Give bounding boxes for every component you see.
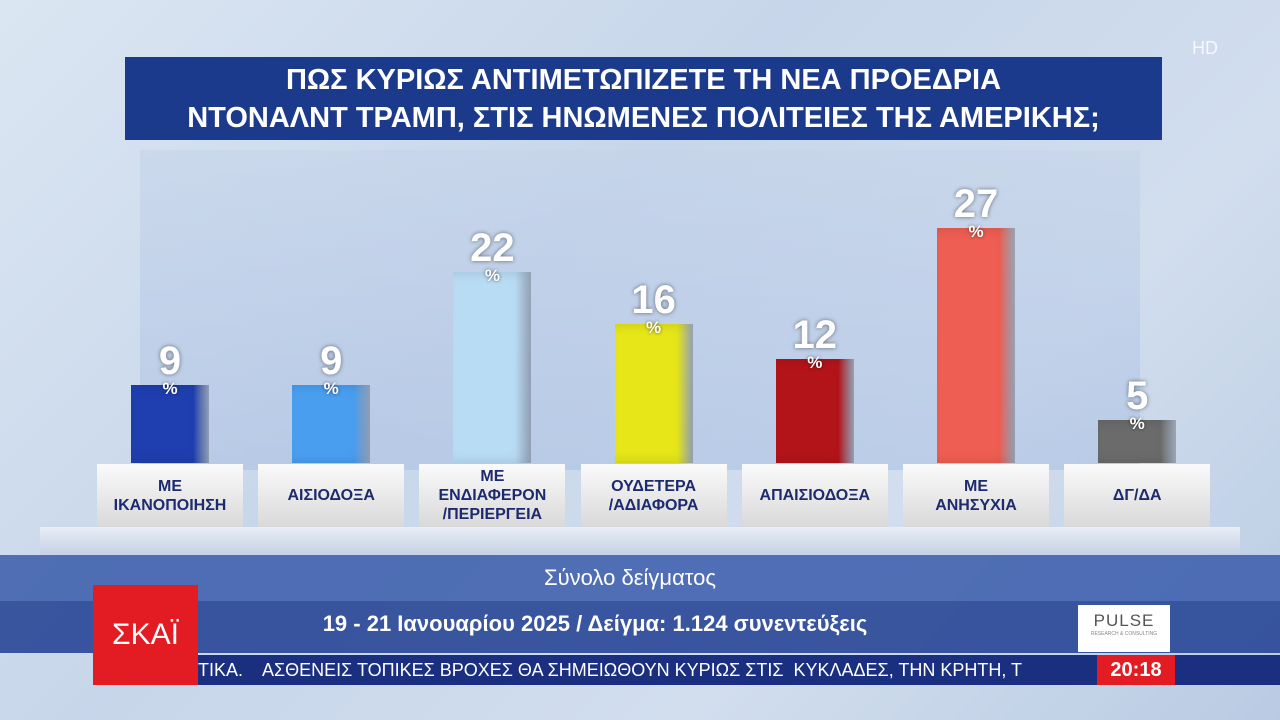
value-unit: % [484, 265, 500, 285]
sample-note: 19 - 21 Ιανουαρίου 2025 / Δείγμα: 1.124 … [322, 611, 868, 636]
chart-title: ΠΩΣ ΚΥΡΙΩΣ ΑΝΤΙΜΕΤΩΠΙΖΕΤΕ ΤΗ ΝΕΑ ΠΡΟΕΔΡΙ… [125, 57, 1162, 140]
value-unit: % [646, 317, 662, 337]
channel-logo: ΣΚΑΪ [93, 585, 198, 685]
value-unit: % [162, 378, 178, 398]
source-name: PULSE [1093, 611, 1155, 630]
bar [1098, 419, 1177, 463]
bar [614, 323, 693, 463]
category-label: ΜΕ ΕΝΔΙΑΦΕΡΟΝ /ΠΕΡΙΕΡΓΕΙΑ [419, 464, 566, 527]
source-tagline: RESEARCH & CONSULTING [1090, 631, 1158, 637]
value-label: 16 [631, 277, 676, 322]
value-unit: % [807, 352, 823, 372]
value-label: 9 [158, 338, 182, 383]
category-label: ΜΕ ΙΚΑΝΟΠΟΙΗΣΗ [97, 464, 243, 527]
value-label: 5 [1126, 373, 1149, 418]
value-label: 27 [953, 182, 999, 227]
category-label: ΜΕ ΑΝΗΣΥΧΙΑ [903, 464, 1049, 527]
bar [937, 228, 1015, 463]
bar [131, 384, 209, 463]
value-label: 12 [792, 312, 838, 357]
category-label: ΑΙΣΙΟΔΟΞΑ [258, 464, 405, 527]
bar [775, 358, 854, 463]
source-logo: PULSE RESEARCH & CONSULTING [1078, 605, 1170, 652]
category-label: ΑΠΑΙΣΙΟΔΟΞΑ [741, 464, 888, 527]
floor [40, 527, 1240, 555]
value-label: 9 [320, 338, 343, 383]
value-label: 22 [470, 225, 515, 270]
value-unit: % [323, 378, 339, 398]
category-label: ΟΥΔΕΤΕΡΑ /ΑΔΙΑΦΟΡΑ [580, 464, 727, 527]
clock: 20:18 [1097, 655, 1175, 685]
ticker-end [1175, 655, 1280, 685]
category-label: ΔΓ/ΔΑ [1064, 464, 1211, 527]
value-unit: % [968, 222, 984, 242]
hd-badge: HD [1192, 38, 1218, 58]
value-unit: % [1129, 413, 1145, 433]
bar [453, 271, 532, 463]
subtitle-band [0, 555, 1280, 601]
news-ticker: ΤΙΚΑ. ΑΣΘΕΝΕΙΣ ΤΟΠΙΚΕΣ ΒΡΟΧΕΣ ΘΑ ΣΗΜΕΙΩΘ… [198, 655, 1098, 685]
bar [292, 384, 371, 463]
chart-subtitle: Σύνολο δείγματος [543, 565, 716, 590]
note-band [0, 601, 1280, 653]
